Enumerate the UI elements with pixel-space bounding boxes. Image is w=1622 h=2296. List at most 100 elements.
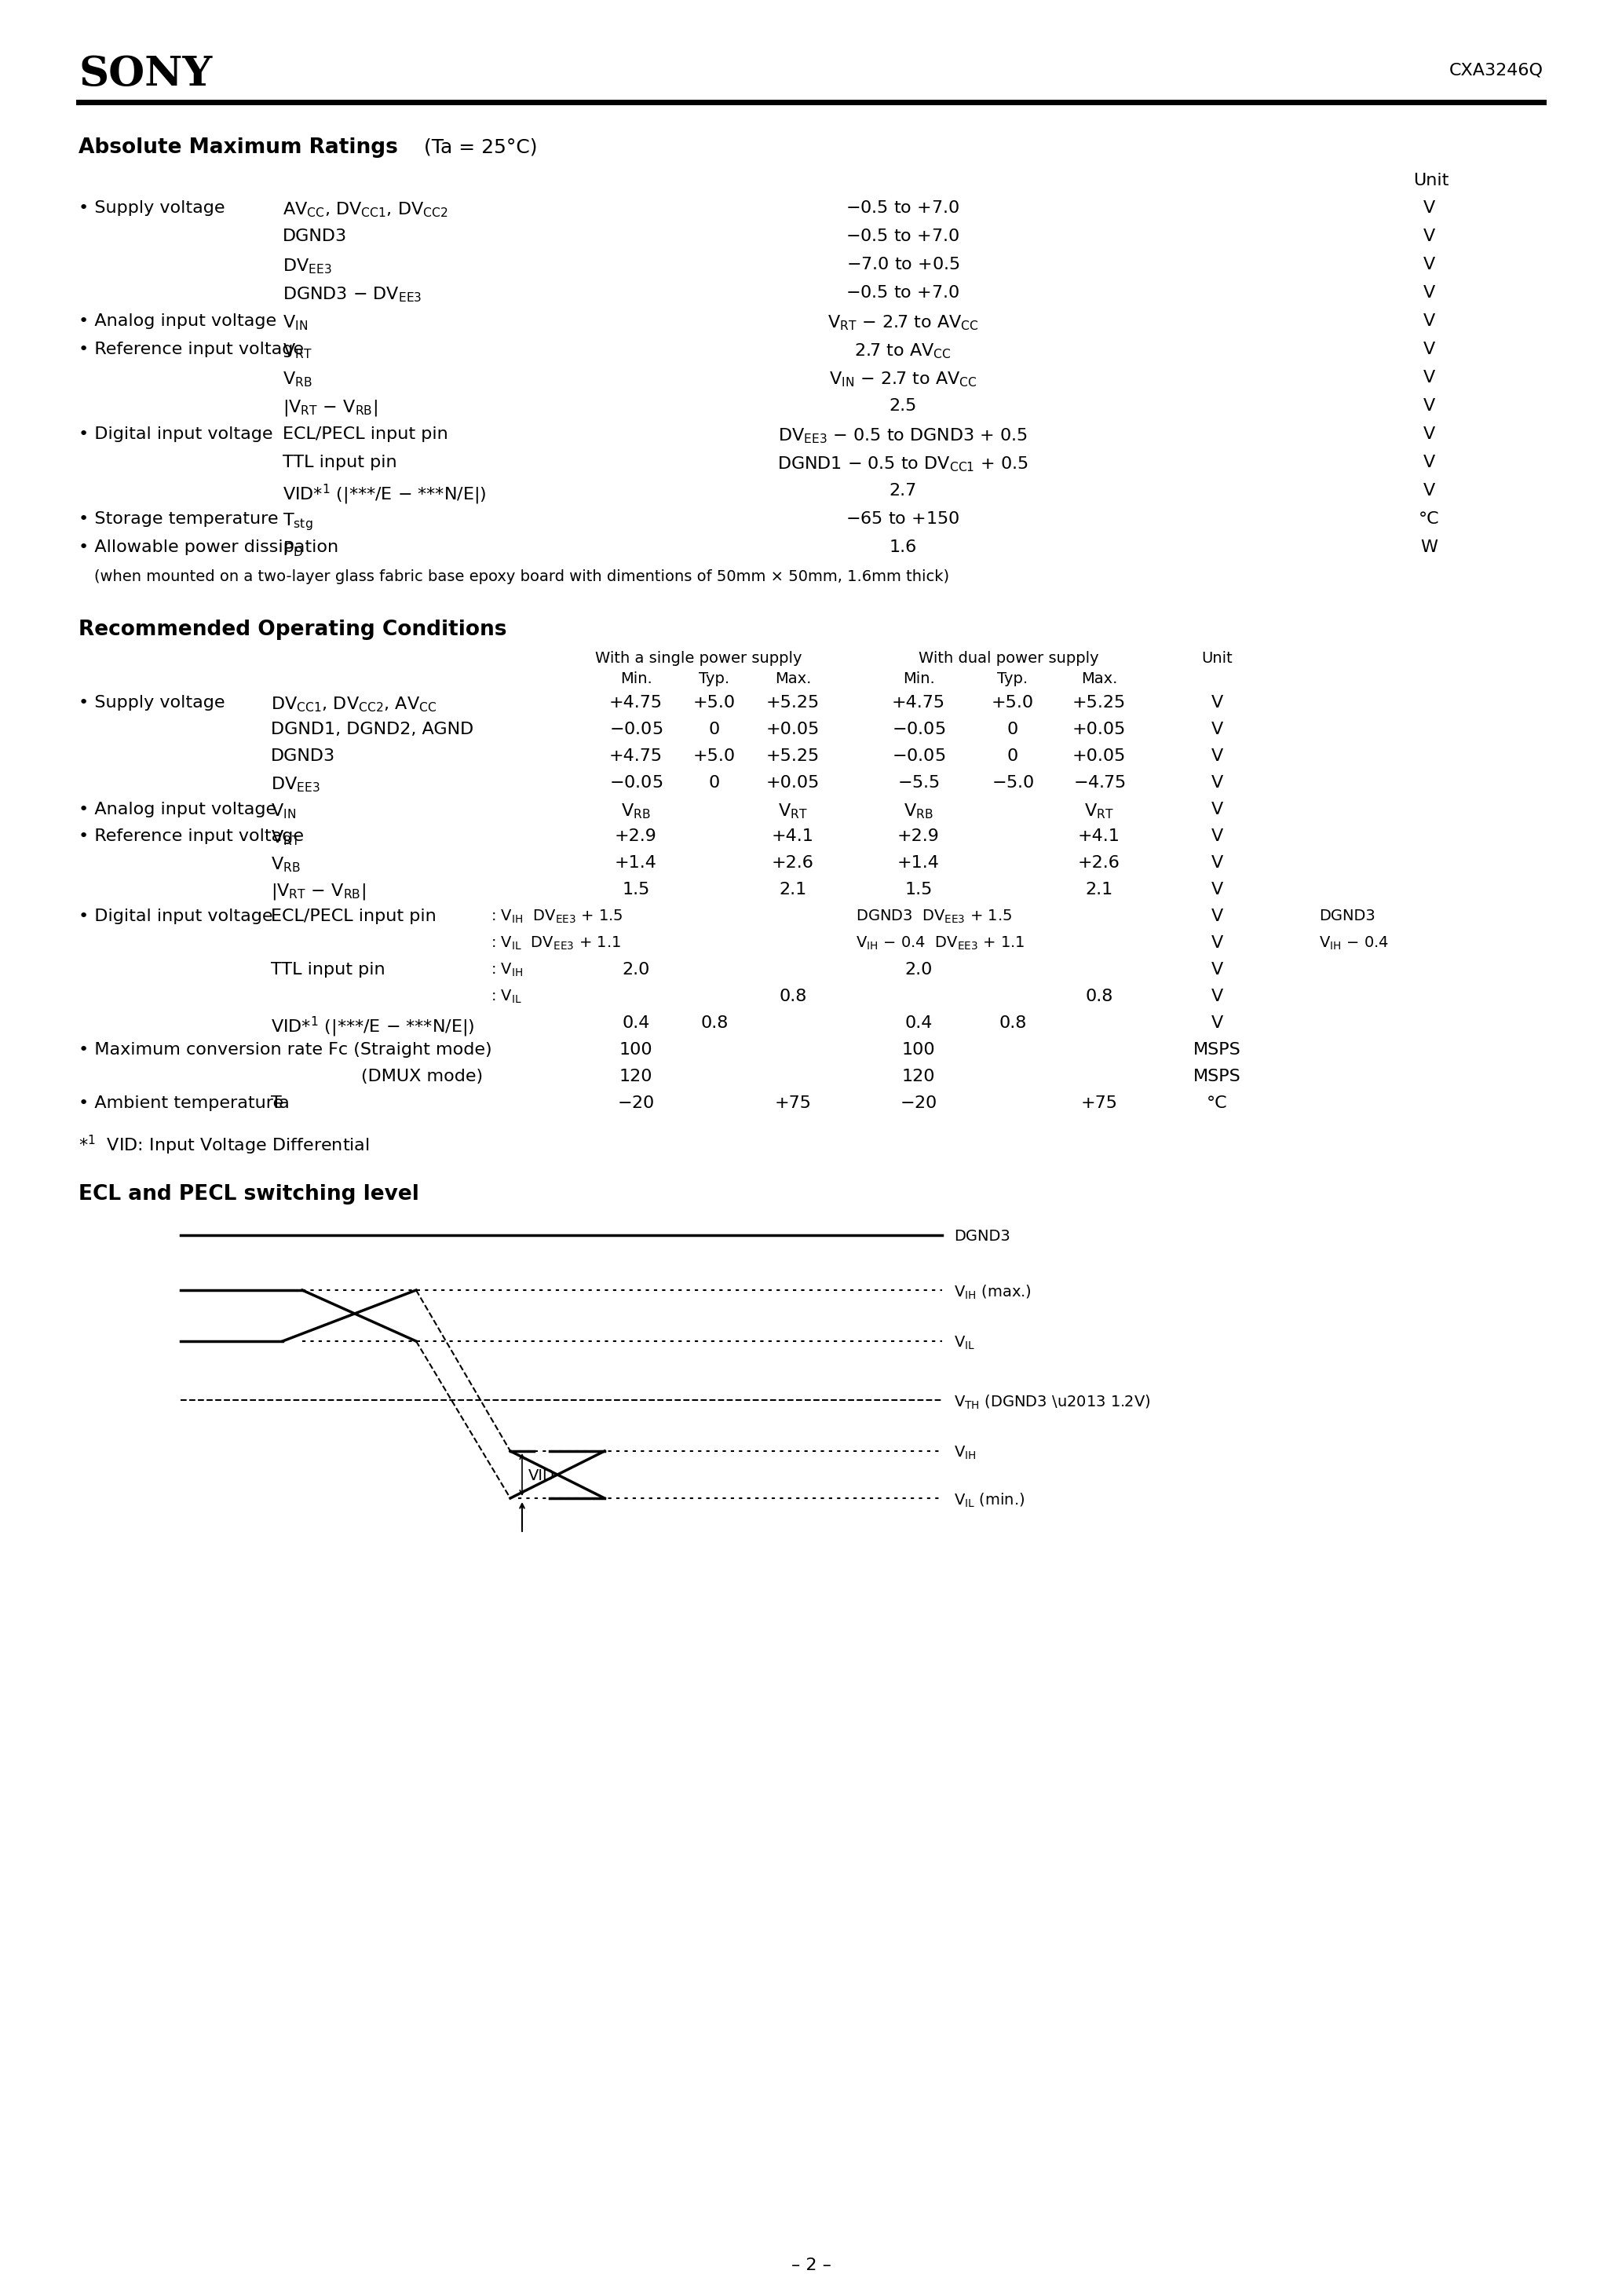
Text: V$_{\sf IN}$: V$_{\sf IN}$ — [271, 801, 295, 820]
Text: V: V — [1212, 990, 1223, 1003]
Text: $-$0.5 to +7.0: $-$0.5 to +7.0 — [847, 230, 960, 243]
Text: +75: +75 — [774, 1095, 811, 1111]
Text: • Analog input voltage: • Analog input voltage — [78, 312, 276, 328]
Text: • Digital input voltage: • Digital input voltage — [78, 427, 272, 443]
Text: +4.75: +4.75 — [610, 696, 663, 712]
Text: +2.6: +2.6 — [772, 854, 814, 870]
Text: +4.75: +4.75 — [610, 748, 663, 765]
Text: DV$_{\sf EE3}$: DV$_{\sf EE3}$ — [271, 776, 320, 794]
Text: • Supply voltage: • Supply voltage — [78, 200, 225, 216]
Text: V: V — [1212, 748, 1223, 765]
Text: $-$5.0: $-$5.0 — [991, 776, 1035, 790]
Text: V$_{\sf RB}$: V$_{\sf RB}$ — [271, 854, 300, 875]
Text: V: V — [1212, 934, 1223, 951]
Text: VID*$^1$ (|***/E $-$ ***N/E|): VID*$^1$ (|***/E $-$ ***N/E|) — [282, 482, 487, 507]
Text: • Supply voltage: • Supply voltage — [78, 696, 225, 712]
Text: ECL and PECL switching level: ECL and PECL switching level — [78, 1185, 418, 1205]
Text: CXA3246Q: CXA3246Q — [1450, 62, 1544, 78]
Text: *$^1$  VID: Input Voltage Differential: *$^1$ VID: Input Voltage Differential — [78, 1134, 370, 1157]
Text: 2.1: 2.1 — [1085, 882, 1113, 898]
Text: |V$_{\sf RT}$ $-$ V$_{\sf RB}$|: |V$_{\sf RT}$ $-$ V$_{\sf RB}$| — [271, 882, 367, 902]
Text: V$_{\sf RT}$: V$_{\sf RT}$ — [271, 829, 300, 847]
Text: : V$_{\sf IL}$: : V$_{\sf IL}$ — [491, 990, 522, 1006]
Text: • Analog input voltage: • Analog input voltage — [78, 801, 276, 817]
Text: Unit: Unit — [1202, 652, 1233, 666]
Text: VID*$^1$ (|***/E $-$ ***N/E|): VID*$^1$ (|***/E $-$ ***N/E|) — [271, 1015, 475, 1040]
Text: : V$_{\sf IH}$  DV$_{\sf EE3}$ + 1.5: : V$_{\sf IH}$ DV$_{\sf EE3}$ + 1.5 — [491, 909, 623, 925]
Text: Max.: Max. — [1080, 670, 1118, 687]
Text: DGND1 $-$ 0.5 to DV$_{\sf CC1}$ + 0.5: DGND1 $-$ 0.5 to DV$_{\sf CC1}$ + 0.5 — [777, 455, 1028, 473]
Text: V$_{\sf RB}$: V$_{\sf RB}$ — [282, 370, 313, 388]
Text: 1.5: 1.5 — [905, 882, 933, 898]
Text: Min.: Min. — [902, 670, 934, 687]
Text: V: V — [1212, 696, 1223, 712]
Text: +5.0: +5.0 — [991, 696, 1033, 712]
Text: +4.1: +4.1 — [772, 829, 814, 845]
Text: V: V — [1212, 829, 1223, 845]
Text: 100: 100 — [902, 1042, 936, 1058]
Text: V: V — [1422, 230, 1435, 243]
Text: • Allowable power dissipation: • Allowable power dissipation — [78, 540, 339, 556]
Text: V$_{\sf TH}$ (DGND3 \u2013 1.2V): V$_{\sf TH}$ (DGND3 \u2013 1.2V) — [954, 1394, 1150, 1412]
Text: +4.75: +4.75 — [892, 696, 946, 712]
Text: +5.25: +5.25 — [766, 748, 819, 765]
Text: ECL/PECL input pin: ECL/PECL input pin — [282, 427, 448, 443]
Text: V$_{\sf RT}$: V$_{\sf RT}$ — [779, 801, 808, 820]
Text: ECL/PECL input pin: ECL/PECL input pin — [271, 909, 436, 925]
Text: +0.05: +0.05 — [1072, 748, 1126, 765]
Text: TTL input pin: TTL input pin — [282, 455, 397, 471]
Text: V: V — [1422, 285, 1435, 301]
Text: V$_{\sf RT}$: V$_{\sf RT}$ — [1085, 801, 1114, 820]
Text: $-$0.05: $-$0.05 — [610, 721, 663, 737]
Text: +2.9: +2.9 — [615, 829, 657, 845]
Text: • Reference input voltage: • Reference input voltage — [78, 829, 303, 845]
Text: V$_{\sf RB}$: V$_{\sf RB}$ — [903, 801, 933, 820]
Text: 100: 100 — [620, 1042, 652, 1058]
Text: +75: +75 — [1080, 1095, 1118, 1111]
Text: V: V — [1212, 776, 1223, 790]
Text: 0: 0 — [1007, 748, 1019, 765]
Text: 0.8: 0.8 — [1085, 990, 1113, 1003]
Text: TTL input pin: TTL input pin — [271, 962, 384, 978]
Text: $-$0.05: $-$0.05 — [892, 721, 946, 737]
Text: V: V — [1212, 962, 1223, 978]
Text: +5.25: +5.25 — [1072, 696, 1126, 712]
Text: MSPS: MSPS — [1194, 1068, 1241, 1084]
Text: +1.4: +1.4 — [897, 854, 939, 870]
Text: 1.5: 1.5 — [623, 882, 650, 898]
Text: Min.: Min. — [620, 670, 652, 687]
Text: $-$0.5 to +7.0: $-$0.5 to +7.0 — [847, 200, 960, 216]
Text: 0.8: 0.8 — [701, 1015, 728, 1031]
Text: • Maximum conversion rate Fc (Straight mode): • Maximum conversion rate Fc (Straight m… — [78, 1042, 491, 1058]
Text: • Ambient temperature: • Ambient temperature — [78, 1095, 284, 1111]
Text: V$_{\sf IH}$ $-$ 0.4  DV$_{\sf EE3}$ + 1.1: V$_{\sf IH}$ $-$ 0.4 DV$_{\sf EE3}$ + 1.… — [856, 934, 1025, 953]
Text: V$_{\sf RB}$: V$_{\sf RB}$ — [621, 801, 650, 820]
Text: V: V — [1422, 312, 1435, 328]
Text: V: V — [1422, 397, 1435, 413]
Text: 0: 0 — [709, 776, 720, 790]
Text: +0.05: +0.05 — [766, 776, 819, 790]
Text: V$_{\sf IL}$: V$_{\sf IL}$ — [954, 1334, 975, 1352]
Text: V: V — [1212, 882, 1223, 898]
Text: V$_{\sf IN}$: V$_{\sf IN}$ — [282, 312, 308, 333]
Text: DV$_{\sf EE3}$ $-$ 0.5 to DGND3 + 0.5: DV$_{\sf EE3}$ $-$ 0.5 to DGND3 + 0.5 — [779, 427, 1027, 445]
Text: $-$5.5: $-$5.5 — [897, 776, 939, 790]
Text: °C: °C — [1418, 512, 1439, 526]
Text: 2.7: 2.7 — [889, 482, 916, 498]
Text: V: V — [1422, 370, 1435, 386]
Text: V: V — [1212, 909, 1223, 925]
Text: (Ta = 25°C): (Ta = 25°C) — [423, 138, 537, 156]
Text: +0.05: +0.05 — [766, 721, 819, 737]
Text: V: V — [1212, 801, 1223, 817]
Text: With dual power supply: With dual power supply — [918, 652, 1100, 666]
Text: 2.7 to AV$_{\sf CC}$: 2.7 to AV$_{\sf CC}$ — [855, 342, 952, 360]
Text: T$_{\sf stg}$: T$_{\sf stg}$ — [282, 512, 313, 533]
Text: $-$65 to +150: $-$65 to +150 — [847, 512, 960, 526]
Text: |V$_{\sf RT}$ $-$ V$_{\sf RB}$|: |V$_{\sf RT}$ $-$ V$_{\sf RB}$| — [282, 397, 378, 418]
Text: +2.6: +2.6 — [1079, 854, 1121, 870]
Text: DV$_{\sf CC1}$, DV$_{\sf CC2}$, AV$_{\sf CC}$: DV$_{\sf CC1}$, DV$_{\sf CC2}$, AV$_{\sf… — [271, 696, 436, 714]
Text: W: W — [1421, 540, 1437, 556]
Text: 0.8: 0.8 — [779, 990, 806, 1003]
Text: V$_{\sf IL}$ (min.): V$_{\sf IL}$ (min.) — [954, 1492, 1025, 1508]
Text: V: V — [1212, 854, 1223, 870]
